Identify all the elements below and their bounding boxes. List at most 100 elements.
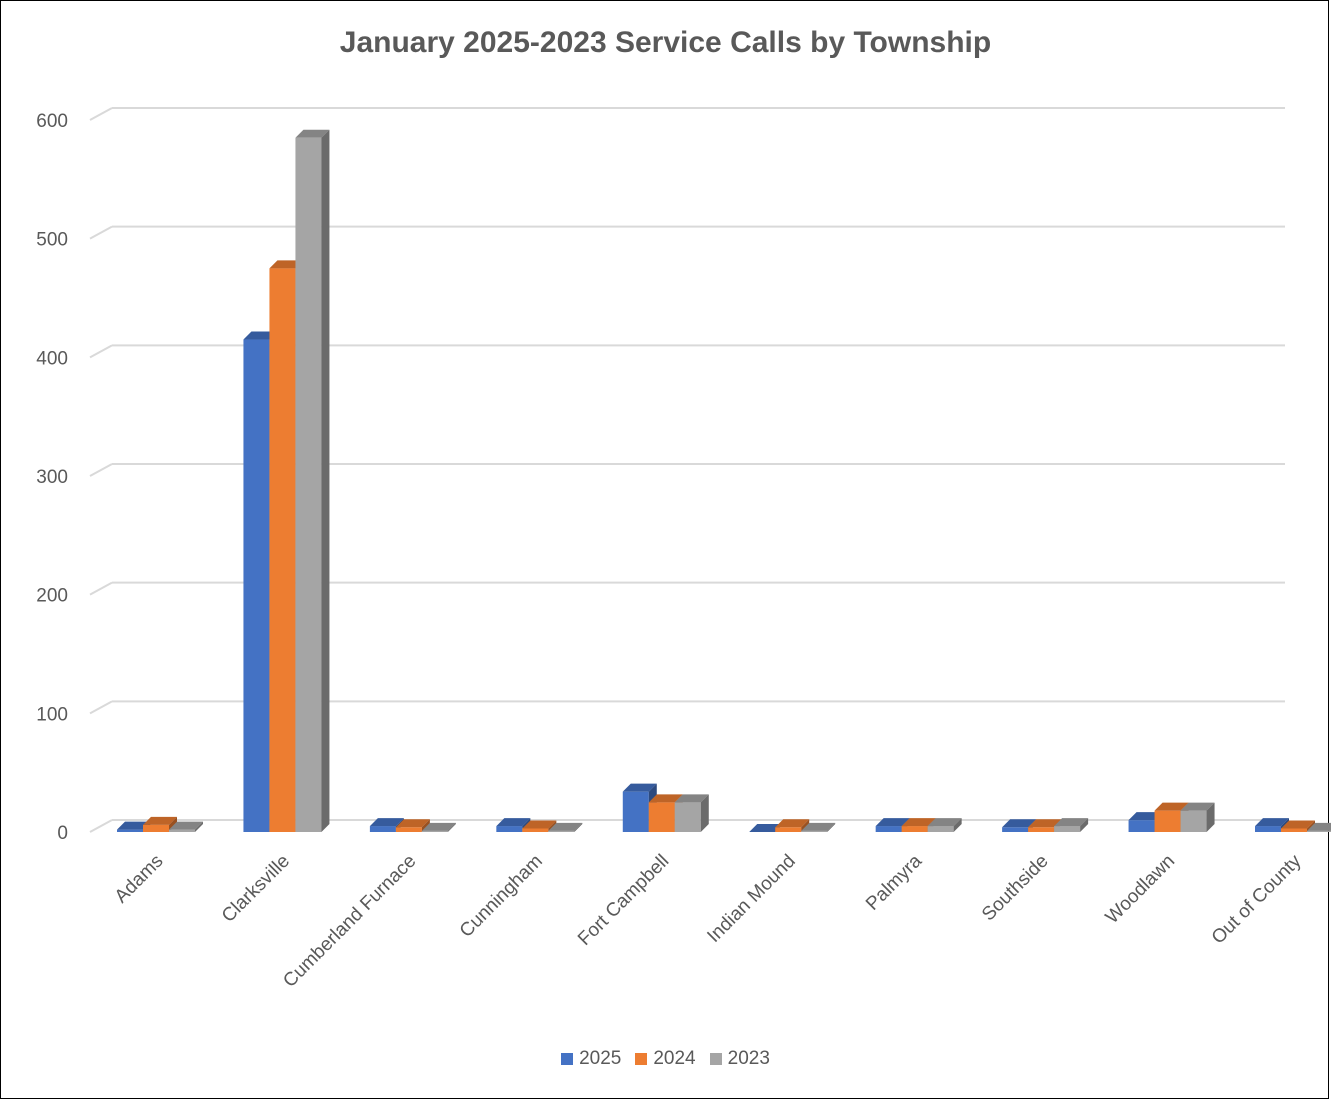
bar-front xyxy=(648,802,675,832)
bar-front xyxy=(269,268,296,832)
bar-front xyxy=(243,339,270,832)
bar-front xyxy=(901,826,928,832)
bar-top xyxy=(674,794,709,803)
gridline-side xyxy=(89,463,113,477)
x-tick-label: Palmyra xyxy=(862,850,926,914)
bar-top xyxy=(496,818,531,827)
bar xyxy=(1054,818,1089,832)
x-tick-label: Fort Campbell xyxy=(574,851,673,950)
bar-front xyxy=(295,137,322,833)
bar xyxy=(1180,802,1215,832)
bar-side xyxy=(1206,802,1215,832)
bar-top xyxy=(1255,818,1289,827)
bar-front xyxy=(169,829,195,832)
gridline-side xyxy=(89,581,113,596)
bar-top xyxy=(801,822,836,831)
gridline-side xyxy=(89,107,113,121)
bar-top xyxy=(901,818,936,827)
bar-front xyxy=(548,830,575,832)
bar-front xyxy=(1281,828,1307,832)
x-tick-label: Indian Mound xyxy=(703,851,799,947)
bar-front xyxy=(1002,827,1029,832)
bar-front xyxy=(622,791,649,832)
bar-front xyxy=(143,824,169,832)
bar-top xyxy=(875,818,910,827)
bar-front xyxy=(369,826,396,832)
bar-top xyxy=(169,821,203,830)
x-tick-label: Southside xyxy=(978,851,1053,926)
bar-top xyxy=(295,129,330,138)
bar xyxy=(927,818,962,832)
bar-top xyxy=(1281,820,1315,829)
bar-top xyxy=(1154,802,1189,811)
bar-front xyxy=(1255,826,1281,832)
bar xyxy=(749,824,784,832)
bar-front xyxy=(1307,830,1331,832)
bar-side xyxy=(574,822,583,832)
legend-label: 2024 xyxy=(653,1048,696,1069)
legend-swatch xyxy=(561,1053,574,1065)
x-tick-label: Cunningham xyxy=(456,851,547,942)
x-tick-label: Cumberland Furnace xyxy=(279,851,420,992)
legend-label: 2023 xyxy=(727,1048,770,1069)
gridline-side xyxy=(89,700,113,715)
bar-front xyxy=(801,830,828,832)
bar-top xyxy=(143,816,177,825)
bar-front xyxy=(1154,810,1181,832)
bar-side xyxy=(827,822,836,832)
bar-side xyxy=(195,821,203,832)
bar-top xyxy=(522,820,557,829)
y-tick-label: 500 xyxy=(36,230,68,251)
bar-side xyxy=(447,822,456,832)
bar-top xyxy=(1128,812,1163,821)
x-tick-label: Out of County xyxy=(1208,850,1306,948)
bar-front xyxy=(1180,810,1207,832)
bar-top xyxy=(749,824,784,832)
bar-top xyxy=(1054,818,1089,827)
legend-swatch xyxy=(709,1053,722,1065)
bar-front xyxy=(395,827,422,832)
bar-top xyxy=(1002,819,1037,828)
legend-item: 2024 xyxy=(635,1048,696,1070)
bar-top xyxy=(117,821,151,830)
y-tick-label: 100 xyxy=(36,704,68,725)
bar-top xyxy=(548,822,583,831)
bar-side xyxy=(953,818,962,832)
bar-top xyxy=(269,260,304,269)
bar xyxy=(295,129,330,833)
bar xyxy=(801,822,836,832)
bar-front xyxy=(1028,827,1055,832)
y-tick-label: 300 xyxy=(36,467,68,488)
bar-top xyxy=(395,819,430,828)
y-tick-label: 600 xyxy=(36,111,68,132)
bar-top xyxy=(622,783,657,792)
legend: 2025 2024 2023 xyxy=(0,1048,1331,1070)
bar-front xyxy=(775,827,802,832)
bar-top xyxy=(775,819,810,828)
plot-area: 0 100 200 300 400 500 600 Adams ClarksvilleCumbe… xyxy=(36,107,1331,992)
bar-side xyxy=(700,794,709,832)
bar-top xyxy=(1180,802,1215,811)
y-tick-label: 400 xyxy=(36,348,68,369)
bar xyxy=(421,822,456,832)
bar-top xyxy=(421,822,456,831)
legend-item: 2023 xyxy=(709,1048,770,1070)
bar-front xyxy=(522,828,549,832)
bar-front xyxy=(117,829,143,832)
bar-front xyxy=(927,826,954,832)
bar-front xyxy=(875,826,902,832)
gridline-side xyxy=(89,819,113,833)
bar-top xyxy=(243,331,278,340)
bar xyxy=(674,794,709,832)
legend-item: 2025 xyxy=(561,1048,621,1070)
x-tick-label: Woodlawn xyxy=(1102,851,1179,928)
bar xyxy=(1307,822,1331,832)
bar xyxy=(169,821,203,832)
bar-top xyxy=(1028,819,1063,828)
chart-title: January 2025-2023 Service Calls by Towns… xyxy=(339,26,992,59)
bar-top xyxy=(927,818,962,827)
x-tick-label: Clarksville xyxy=(218,851,294,927)
y-tick-label: 200 xyxy=(36,586,68,607)
bar-top xyxy=(1307,822,1331,831)
